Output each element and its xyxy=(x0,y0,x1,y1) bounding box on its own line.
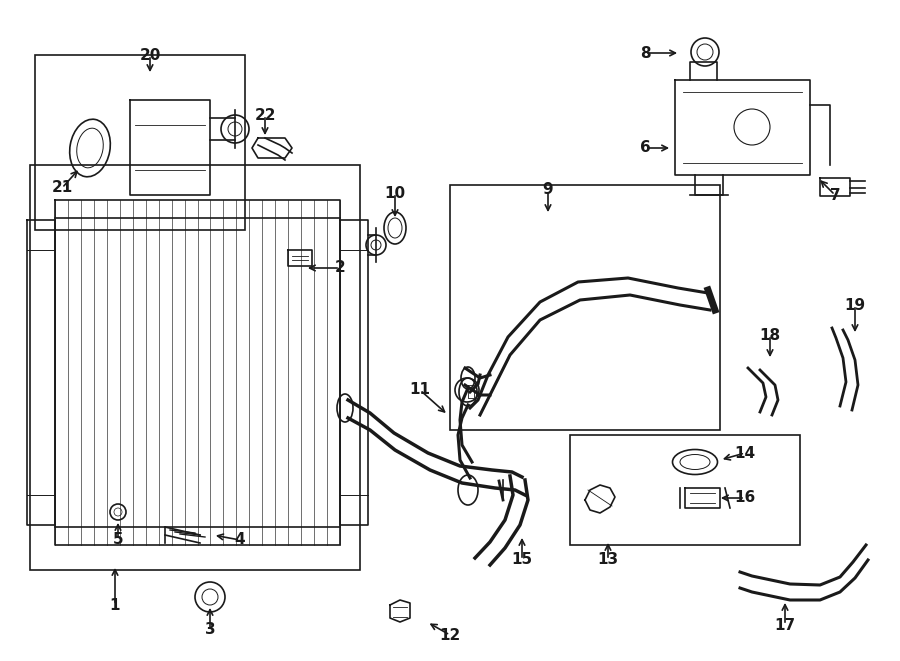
Text: 3: 3 xyxy=(204,623,215,637)
Bar xyxy=(30,165,360,570)
Text: 7: 7 xyxy=(830,188,841,202)
Bar xyxy=(35,55,245,230)
Text: 6: 6 xyxy=(640,141,651,155)
Bar xyxy=(450,185,720,430)
Text: 10: 10 xyxy=(384,186,406,200)
Text: 5: 5 xyxy=(112,533,123,547)
Text: 14: 14 xyxy=(734,446,756,461)
Text: 4: 4 xyxy=(235,533,246,547)
Text: 17: 17 xyxy=(774,617,796,633)
Text: 2: 2 xyxy=(335,260,346,276)
Text: 11: 11 xyxy=(410,383,430,397)
Text: 18: 18 xyxy=(760,327,780,342)
Text: 13: 13 xyxy=(598,553,618,568)
Text: 16: 16 xyxy=(734,490,756,506)
Text: 12: 12 xyxy=(439,627,461,642)
Text: 1: 1 xyxy=(110,598,121,613)
Text: 8: 8 xyxy=(640,46,651,61)
Text: 19: 19 xyxy=(844,297,866,313)
Text: 9: 9 xyxy=(543,182,553,198)
Text: 20: 20 xyxy=(140,48,161,63)
Text: 22: 22 xyxy=(254,108,275,122)
Bar xyxy=(570,435,800,545)
Text: 15: 15 xyxy=(511,553,533,568)
Text: 21: 21 xyxy=(51,180,73,196)
